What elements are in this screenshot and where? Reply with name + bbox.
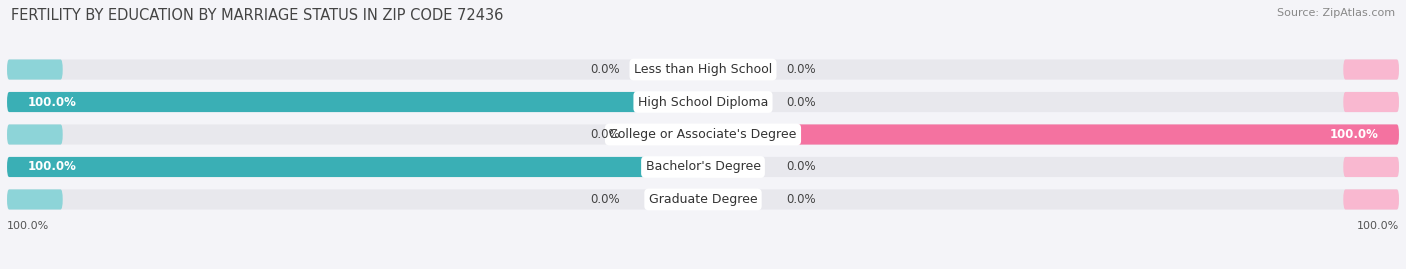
FancyBboxPatch shape — [703, 125, 1399, 144]
FancyBboxPatch shape — [7, 92, 1399, 112]
Text: 0.0%: 0.0% — [786, 161, 815, 174]
Text: 0.0%: 0.0% — [786, 193, 815, 206]
Text: FERTILITY BY EDUCATION BY MARRIAGE STATUS IN ZIP CODE 72436: FERTILITY BY EDUCATION BY MARRIAGE STATU… — [11, 8, 503, 23]
Text: Less than High School: Less than High School — [634, 63, 772, 76]
FancyBboxPatch shape — [1343, 157, 1399, 177]
Text: 0.0%: 0.0% — [591, 128, 620, 141]
FancyBboxPatch shape — [7, 92, 703, 112]
Text: Source: ZipAtlas.com: Source: ZipAtlas.com — [1277, 8, 1395, 18]
FancyBboxPatch shape — [7, 59, 63, 80]
FancyBboxPatch shape — [7, 189, 63, 210]
Text: 0.0%: 0.0% — [591, 63, 620, 76]
FancyBboxPatch shape — [7, 125, 1399, 144]
Text: 100.0%: 100.0% — [28, 95, 77, 108]
Text: College or Associate's Degree: College or Associate's Degree — [609, 128, 797, 141]
Text: 100.0%: 100.0% — [1329, 128, 1378, 141]
FancyBboxPatch shape — [1343, 92, 1399, 112]
FancyBboxPatch shape — [1343, 59, 1399, 80]
Text: High School Diploma: High School Diploma — [638, 95, 768, 108]
Text: Graduate Degree: Graduate Degree — [648, 193, 758, 206]
FancyBboxPatch shape — [7, 125, 63, 144]
FancyBboxPatch shape — [7, 157, 1399, 177]
Text: Bachelor's Degree: Bachelor's Degree — [645, 161, 761, 174]
FancyBboxPatch shape — [7, 59, 1399, 80]
Text: 0.0%: 0.0% — [786, 95, 815, 108]
FancyBboxPatch shape — [1343, 189, 1399, 210]
FancyBboxPatch shape — [7, 189, 1399, 210]
FancyBboxPatch shape — [7, 157, 703, 177]
Text: 100.0%: 100.0% — [1357, 221, 1399, 231]
Text: 0.0%: 0.0% — [786, 63, 815, 76]
Text: 100.0%: 100.0% — [7, 221, 49, 231]
Text: 100.0%: 100.0% — [28, 161, 77, 174]
Text: 0.0%: 0.0% — [591, 193, 620, 206]
